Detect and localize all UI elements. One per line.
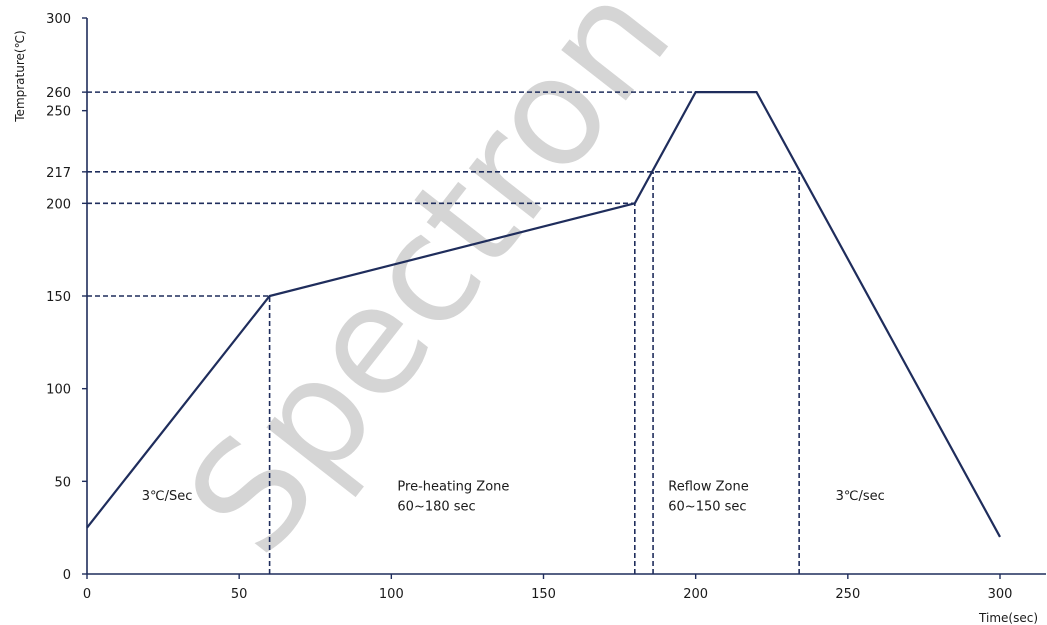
temperature-profile-line bbox=[86, 91, 1001, 538]
y-tick-label: 0 bbox=[63, 568, 71, 583]
zone-annotation-line: 3℃/Sec bbox=[142, 489, 193, 504]
y-tick-label: 100 bbox=[46, 383, 71, 398]
x-tick-label: 100 bbox=[379, 587, 404, 602]
y-tick-label: 300 bbox=[46, 12, 71, 27]
y-tick-label: 200 bbox=[46, 197, 71, 212]
x-tick-label: 250 bbox=[835, 587, 860, 602]
y-axis-title: Temprature(℃) bbox=[13, 30, 27, 122]
x-tick-label: 50 bbox=[231, 587, 248, 602]
x-tick-label: 0 bbox=[83, 587, 91, 602]
zone-annotation-line: 3℃/sec bbox=[836, 489, 885, 504]
zone-annotation: Pre-heating Zone 60~180 sec bbox=[397, 480, 509, 515]
watermark-text: Spectron bbox=[155, 0, 704, 586]
zone-annotation-line: Pre-heating Zone bbox=[397, 480, 509, 495]
y-tick-label: 150 bbox=[46, 290, 71, 305]
x-tick-label: 200 bbox=[683, 587, 708, 602]
zone-annotation: 3℃/Sec bbox=[142, 489, 193, 504]
zone-annotation-line: 60~150 sec bbox=[668, 500, 746, 515]
x-tick-label: 150 bbox=[531, 587, 556, 602]
watermark: Spectron bbox=[155, 0, 704, 586]
zone-annotation: 3℃/sec bbox=[836, 489, 885, 504]
reference-lines bbox=[87, 91, 800, 574]
zone-annotation-line: 60~180 sec bbox=[397, 500, 475, 515]
y-tick-label: 50 bbox=[54, 475, 71, 490]
x-tick-label: 300 bbox=[988, 587, 1013, 602]
y-tick-label: 217 bbox=[46, 166, 71, 181]
annotations: 3℃/Sec Pre-heating Zone 60~180 sec Reflow Z… bbox=[142, 480, 885, 515]
zone-annotation-line: Reflow Zone bbox=[668, 480, 748, 495]
y-tick-label: 260 bbox=[46, 86, 71, 101]
zone-annotation: Reflow Zone 60~150 sec bbox=[668, 480, 748, 515]
axes: 0 50 100 150 200 217 250 260 300 0 50 100 150 200 250 3… bbox=[13, 12, 1046, 625]
y-tick-label: 250 bbox=[46, 105, 71, 120]
x-axis-title: Time(sec) bbox=[978, 611, 1038, 625]
series bbox=[86, 91, 1001, 538]
